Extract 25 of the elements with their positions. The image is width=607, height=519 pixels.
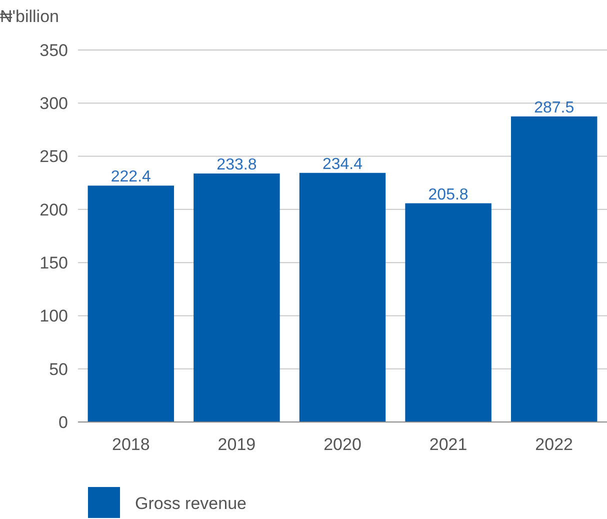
legend-label: Gross revenue [135,494,246,513]
x-tick-label: 2018 [112,435,150,454]
bar [88,186,174,422]
bar [194,174,280,422]
x-tick-label: 2021 [429,435,468,454]
y-tick-label: 250 [40,147,68,166]
bar [405,203,492,422]
y-tick-label: 150 [40,254,68,273]
data-label: 287.5 [534,99,574,116]
y-tick-label: 350 [40,40,68,60]
x-tick-label: 2019 [218,435,256,454]
y-tick-label: 300 [40,94,68,114]
data-label: 222.4 [110,168,152,186]
y-tick-label: 100 [40,306,68,326]
bar [510,116,598,422]
x-tick-label: 2020 [324,435,362,454]
y-tick-label: 200 [40,200,68,220]
data-label: 233.8 [216,156,257,174]
y-tick-label: 50 [49,360,68,379]
bar [299,172,386,422]
data-label: 205.8 [428,186,468,204]
x-tick-label: 2022 [535,435,574,454]
y-axis-title: ₦'billion [0,7,59,26]
data-label: 234.4 [322,156,363,173]
y-tick-label: 0 [58,412,68,432]
